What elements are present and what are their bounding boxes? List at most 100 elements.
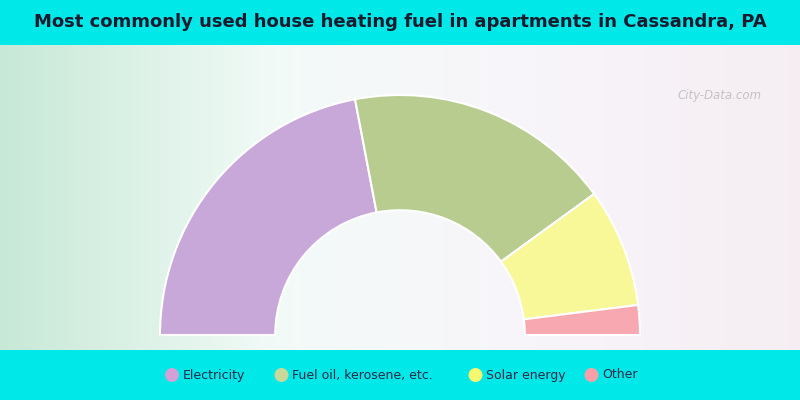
Bar bbox=[238, 45, 241, 350]
Bar bbox=[626, 45, 630, 350]
Bar bbox=[504, 45, 508, 350]
Bar bbox=[424, 45, 428, 350]
Text: Electricity: Electricity bbox=[183, 368, 246, 382]
Bar bbox=[86, 45, 89, 350]
Bar bbox=[162, 45, 166, 350]
Bar bbox=[322, 45, 326, 350]
Bar bbox=[120, 45, 124, 350]
Bar bbox=[176, 45, 180, 350]
Bar bbox=[306, 45, 310, 350]
Bar bbox=[618, 45, 622, 350]
Bar bbox=[494, 45, 497, 350]
Bar bbox=[34, 45, 38, 350]
Bar bbox=[174, 45, 177, 350]
Bar bbox=[550, 45, 553, 350]
Bar bbox=[202, 45, 206, 350]
Bar bbox=[158, 45, 161, 350]
Bar bbox=[522, 45, 526, 350]
Wedge shape bbox=[524, 305, 640, 335]
Bar bbox=[694, 45, 697, 350]
Bar bbox=[112, 45, 116, 350]
Bar bbox=[344, 45, 348, 350]
Bar bbox=[272, 45, 276, 350]
Bar bbox=[736, 45, 740, 350]
Bar bbox=[358, 45, 361, 350]
Bar bbox=[70, 45, 73, 350]
Bar bbox=[366, 45, 369, 350]
Bar bbox=[224, 45, 228, 350]
Bar bbox=[410, 45, 414, 350]
Bar bbox=[474, 45, 478, 350]
Bar bbox=[688, 45, 692, 350]
Bar bbox=[456, 45, 460, 350]
Bar bbox=[682, 45, 686, 350]
Bar bbox=[200, 45, 204, 350]
Bar bbox=[64, 45, 68, 350]
Bar bbox=[66, 45, 70, 350]
Bar bbox=[742, 45, 745, 350]
Bar bbox=[328, 45, 332, 350]
Bar bbox=[480, 45, 484, 350]
Bar bbox=[398, 45, 401, 350]
Bar bbox=[274, 45, 278, 350]
Bar bbox=[126, 45, 129, 350]
Bar bbox=[0, 0, 800, 45]
Bar bbox=[254, 45, 257, 350]
Bar bbox=[440, 45, 444, 350]
Bar bbox=[670, 45, 673, 350]
Bar bbox=[286, 45, 289, 350]
Bar bbox=[40, 45, 44, 350]
Bar bbox=[786, 45, 790, 350]
Bar bbox=[654, 45, 657, 350]
Bar bbox=[304, 45, 308, 350]
Bar bbox=[94, 45, 97, 350]
Bar bbox=[520, 45, 524, 350]
Bar bbox=[774, 45, 777, 350]
Bar bbox=[458, 45, 462, 350]
Bar bbox=[466, 45, 470, 350]
Bar bbox=[38, 45, 41, 350]
Bar bbox=[638, 45, 641, 350]
Bar bbox=[152, 45, 156, 350]
Bar bbox=[378, 45, 382, 350]
Bar bbox=[554, 45, 558, 350]
Bar bbox=[448, 45, 452, 350]
Bar bbox=[514, 45, 518, 350]
Bar bbox=[102, 45, 105, 350]
Bar bbox=[642, 45, 646, 350]
Bar bbox=[702, 45, 705, 350]
Bar bbox=[22, 45, 25, 350]
Bar bbox=[630, 45, 633, 350]
Bar bbox=[250, 45, 254, 350]
Bar bbox=[406, 45, 409, 350]
Bar bbox=[490, 45, 494, 350]
Bar bbox=[718, 45, 721, 350]
Bar bbox=[430, 45, 433, 350]
Bar bbox=[74, 45, 78, 350]
Bar bbox=[8, 45, 12, 350]
Bar bbox=[400, 45, 404, 350]
Bar bbox=[558, 45, 561, 350]
Bar bbox=[752, 45, 756, 350]
Bar bbox=[80, 45, 84, 350]
Bar bbox=[382, 45, 385, 350]
Bar bbox=[790, 45, 793, 350]
Bar bbox=[32, 45, 36, 350]
Bar bbox=[538, 45, 542, 350]
Circle shape bbox=[469, 368, 482, 382]
Bar bbox=[248, 45, 252, 350]
Bar bbox=[766, 45, 769, 350]
Bar bbox=[72, 45, 76, 350]
Bar bbox=[210, 45, 214, 350]
Bar bbox=[302, 45, 305, 350]
Bar bbox=[282, 45, 286, 350]
Bar bbox=[426, 45, 430, 350]
Bar bbox=[222, 45, 225, 350]
Bar bbox=[502, 45, 505, 350]
Bar bbox=[782, 45, 785, 350]
Bar bbox=[414, 45, 417, 350]
Bar bbox=[464, 45, 468, 350]
Bar bbox=[390, 45, 393, 350]
Bar bbox=[408, 45, 412, 350]
Bar bbox=[320, 45, 324, 350]
